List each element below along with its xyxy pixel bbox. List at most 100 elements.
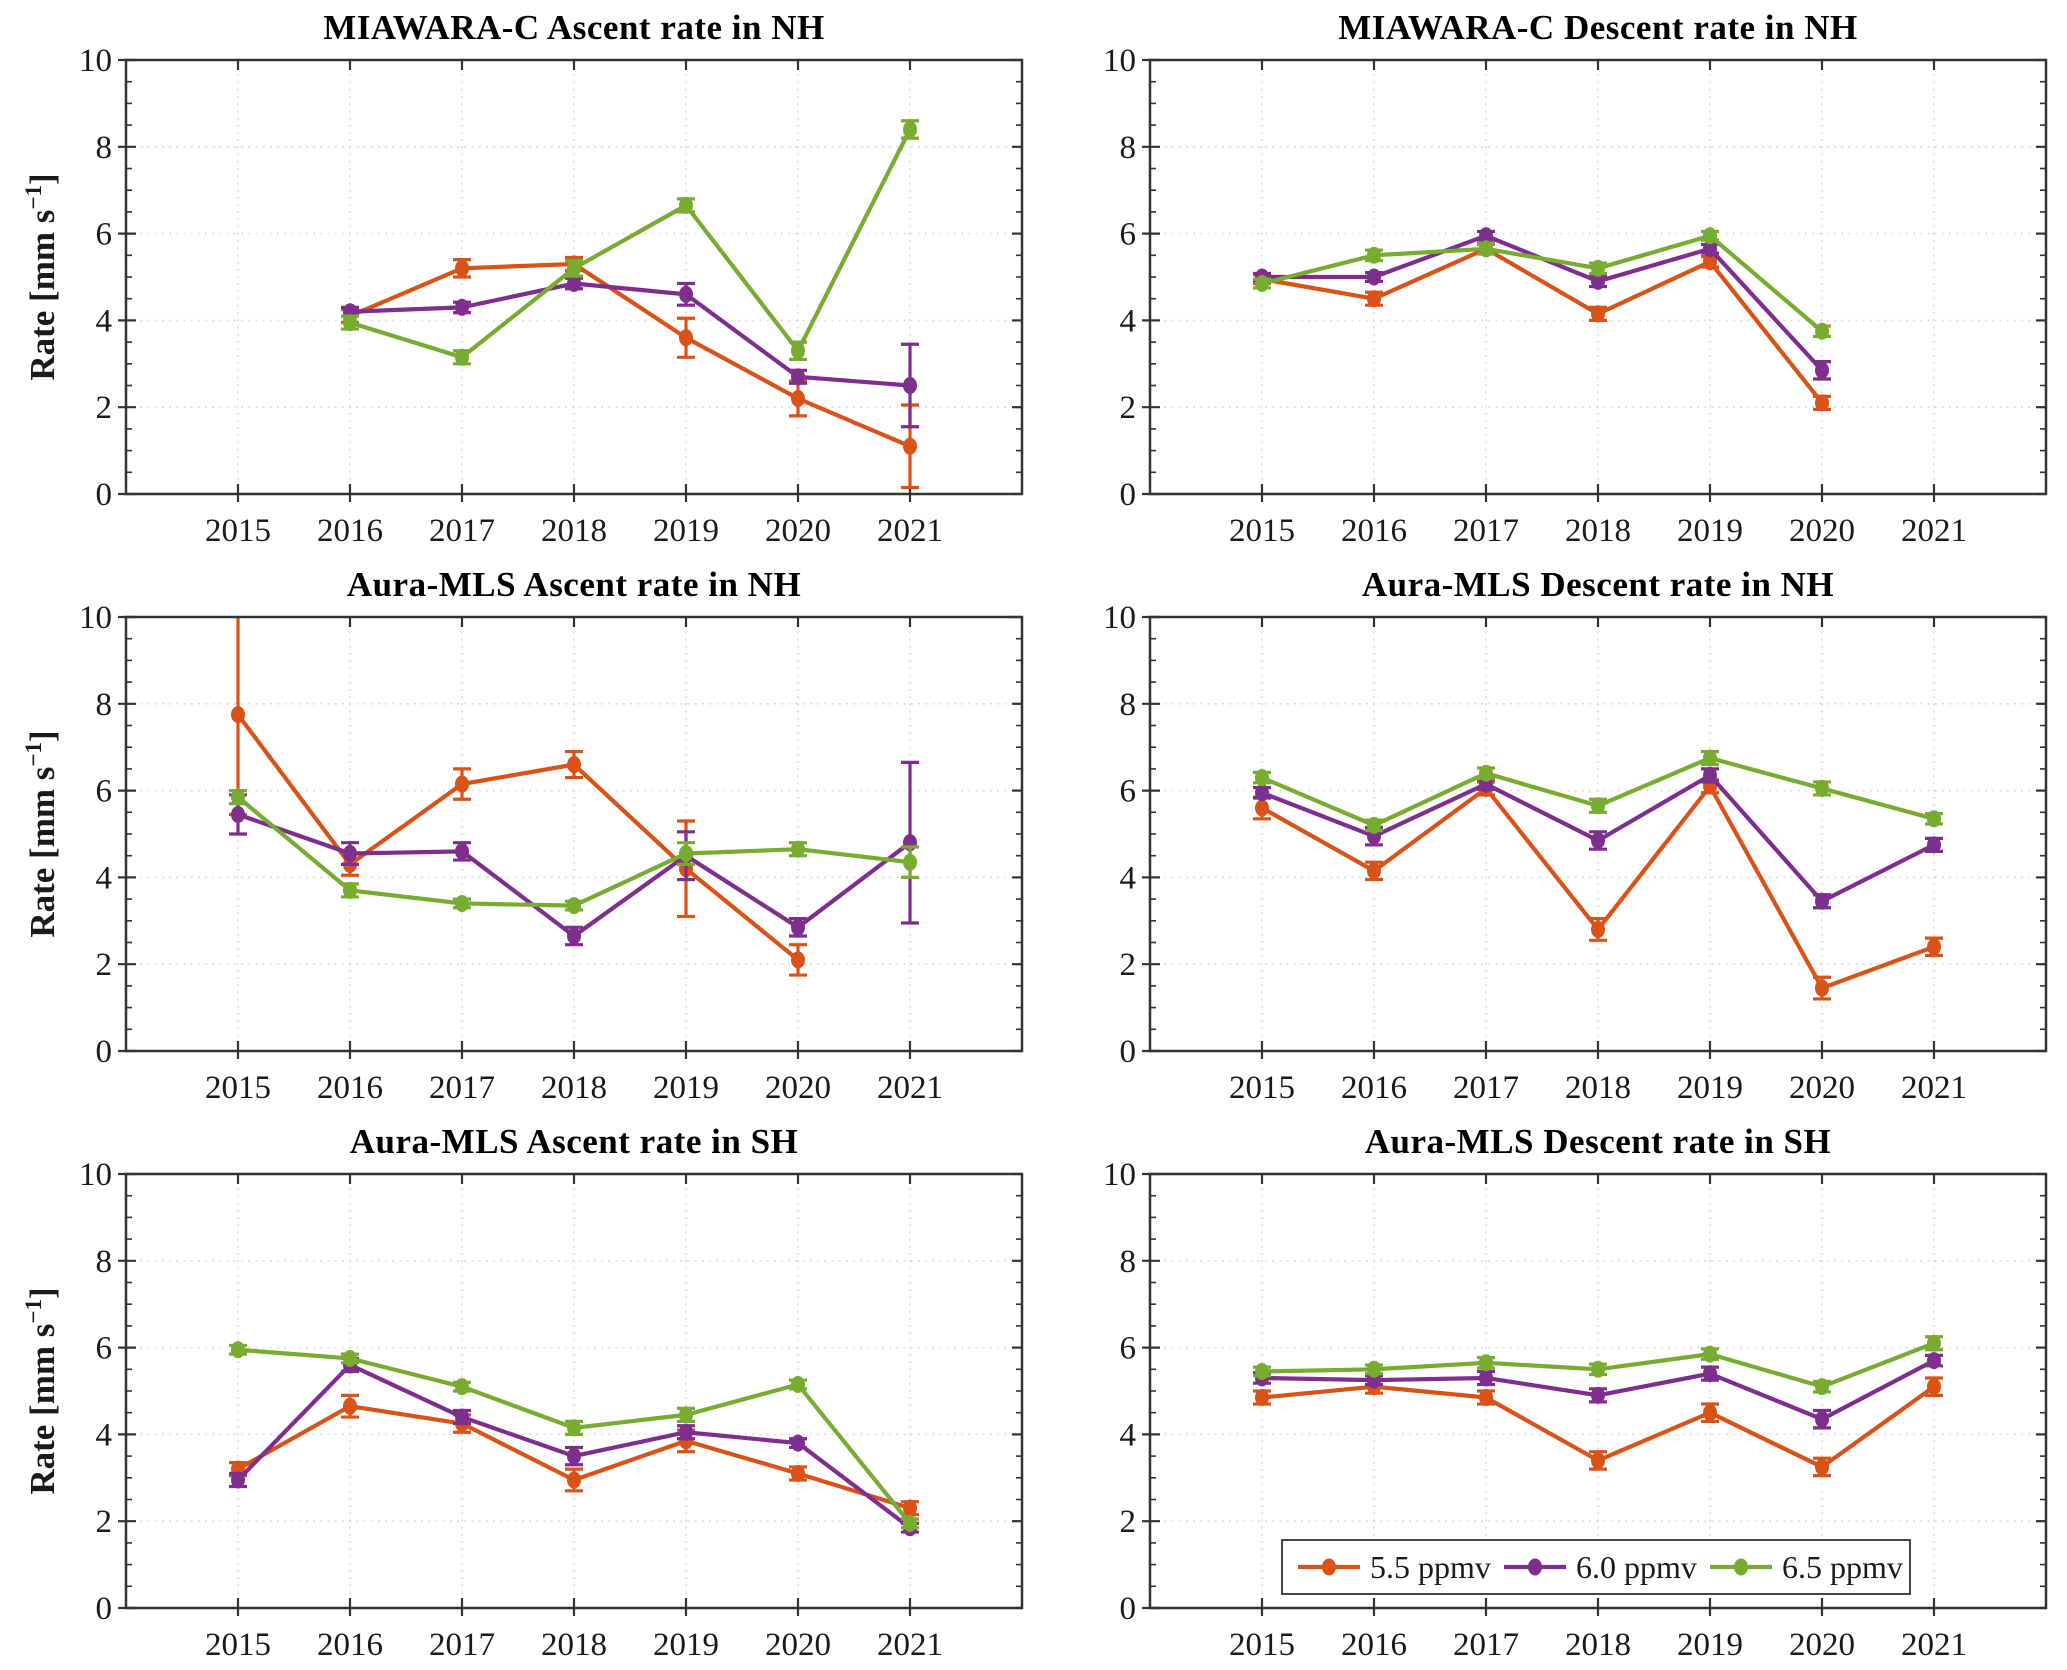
y-tick-label: 10 [1103,600,1136,636]
legend-item: 6.5 ppmv [1710,1549,1903,1585]
series-6-0-ppmv [341,275,919,429]
y-tick-label: 8 [1120,1244,1137,1280]
legend-marker [1322,1558,1336,1576]
panel-1: 0 2 4 6 8 10 2015 2016 2017 2018 2019 2020 2021 [79,43,1024,549]
data-point-marker [791,1434,805,1452]
series-line [1261,246,1824,405]
data-point-marker [1591,920,1605,938]
data-point-marker [455,1408,469,1426]
x-tick-label: 2016 [1341,1070,1407,1106]
data-point-marker [1815,1410,1829,1428]
series-6-0-ppmv [229,760,919,947]
data-point-marker [1815,361,1829,379]
data-point-marker [1255,784,1269,802]
data-point-marker [231,788,245,806]
data-point-marker [1815,1458,1829,1476]
y-tick-label: 10 [1103,1157,1136,1193]
data-point-marker [791,1375,805,1393]
data-point-marker [567,1471,581,1489]
series-line [237,812,912,939]
tick-labels: 0 2 4 6 8 10 2015 2016 2017 2018 2019 2020 2021 [1103,1157,1967,1663]
data-point-marker [455,298,469,316]
series-line [349,281,911,388]
axis-box [124,615,1024,1053]
axis-box [1148,58,2048,496]
data-point-marker [1815,322,1829,340]
x-tick-label: 2020 [765,1627,831,1663]
y-tick-label: 10 [1103,43,1136,79]
x-tick-label: 2016 [317,1070,383,1106]
data-point-marker [1927,1378,1941,1396]
error-bars [229,617,807,977]
data-point-marker [791,342,805,360]
y-tick-label: 6 [1120,217,1137,253]
data-point-marker [1367,246,1381,264]
y-tick-label: 10 [79,43,112,79]
x-tick-label: 2020 [765,513,831,549]
data-point-marker [679,1423,693,1441]
data-point-marker [903,1514,917,1532]
data-point-marker [1367,290,1381,308]
data-point-marker [1367,862,1381,880]
y-tick-label: 6 [1120,1331,1137,1367]
y-tick-label: 8 [1120,130,1137,166]
data-point-marker [679,196,693,214]
data-point-marker [343,881,357,899]
y-tick-label: 10 [79,600,112,636]
x-tick-label: 2021 [877,1627,943,1663]
legend-item: 6.0 ppmv [1504,1549,1697,1585]
y-tick-label: 6 [96,1331,113,1367]
panel-6: 0 2 4 6 8 10 2015 2016 2017 2018 2019 2020 2021 5.5 p… [1103,1157,2048,1663]
x-tick-label: 2015 [1229,513,1295,549]
legend-label: 6.5 ppmv [1782,1549,1903,1585]
data-point-marker [231,1341,245,1359]
data-point-marker [343,845,357,863]
y-tick-label: 2 [96,390,113,426]
y-tick-label: 2 [1120,390,1137,426]
data-point-marker [343,1397,357,1415]
axis-box [124,1172,1024,1610]
data-point-marker [1255,1362,1269,1380]
series-line [349,128,912,360]
y-axis-label-sup: −1 [21,1298,47,1324]
error-bars [341,119,919,366]
grid [126,617,1022,1051]
data-point-marker [1703,1365,1717,1383]
data-point-marker [455,842,469,860]
tick-marks [118,1172,1022,1616]
x-tick-label: 2018 [1565,1070,1631,1106]
panel-title-6: Aura-MLS Descent rate in SH [1364,1122,1832,1161]
data-point-marker [567,275,581,293]
data-point-marker [1815,1378,1829,1396]
y-tick-label: 4 [1120,1417,1137,1453]
y-tick-label: 4 [96,860,113,896]
data-point-marker [1479,1389,1493,1407]
x-tick-label: 2017 [1453,1070,1519,1106]
series-6-5-ppmv [1253,749,1943,834]
panel-title-1: MIAWARA-C Ascent rate in NH [323,8,825,47]
y-axis-label: Rate [mm s−1] [21,173,63,380]
y-axis-label: Rate [mm s−1] [21,730,63,937]
panel-title-5: Aura-MLS Ascent rate in SH [349,1122,799,1161]
data-point-marker [1703,240,1717,258]
x-tick-label: 2015 [1229,1070,1295,1106]
y-tick-label: 2 [96,947,113,983]
x-tick-label: 2017 [1453,1627,1519,1663]
data-point-marker [1815,779,1829,797]
y-tick-label: 6 [1120,774,1137,810]
series-line [1260,784,1935,991]
y-tick-label: 0 [96,1591,113,1627]
series-line [1262,233,1824,372]
data-point-marker [1479,1354,1493,1372]
y-tick-label: 4 [1120,860,1137,896]
x-tick-label: 2019 [1677,1627,1743,1663]
series-6-5-ppmv [229,788,919,915]
data-point-marker [791,951,805,969]
series-6-0-ppmv [1253,766,1943,910]
x-tick-label: 2016 [1341,1627,1407,1663]
x-tick-label: 2021 [1901,1627,1967,1663]
data-point-marker [679,845,693,863]
x-tick-label: 2015 [1229,1627,1295,1663]
data-point-marker [1255,1389,1269,1407]
